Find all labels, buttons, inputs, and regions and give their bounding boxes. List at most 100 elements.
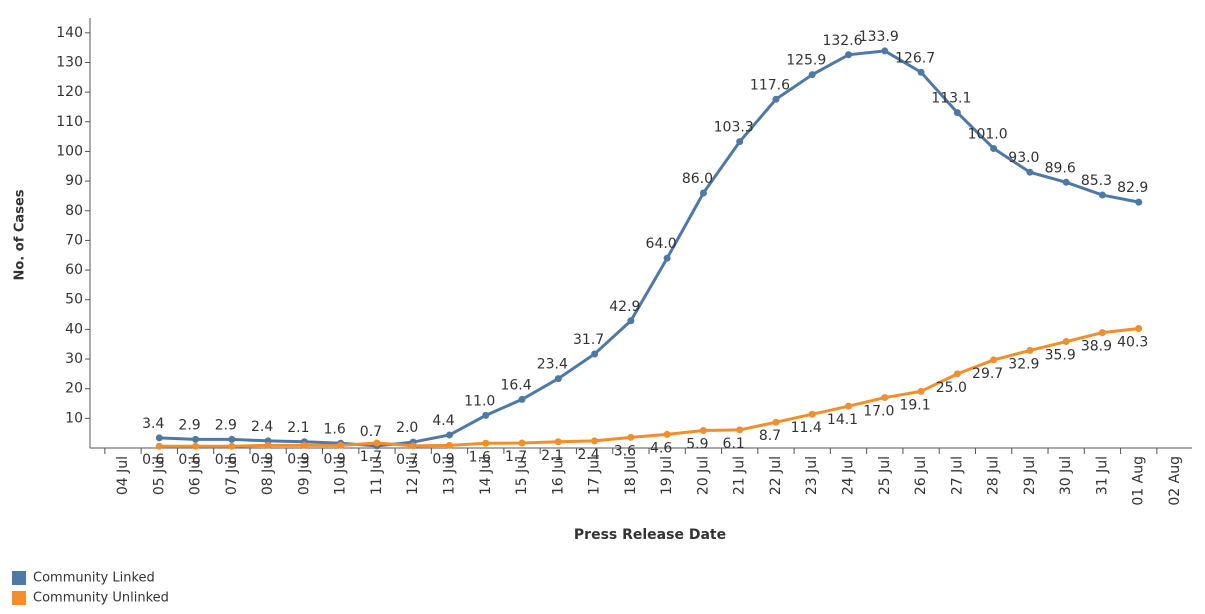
data-label: 2.9: [215, 417, 237, 433]
data-point: [953, 109, 961, 117]
data-point: [627, 317, 635, 325]
y-tick-label: 120: [56, 84, 83, 100]
y-tick-label: 110: [56, 114, 83, 130]
data-label: 11.0: [464, 393, 495, 409]
y-tick-label: 100: [56, 143, 83, 159]
data-label: 11.4: [791, 420, 822, 436]
x-tick-label: 10 Jul: [333, 456, 349, 495]
y-tick-label: 140: [56, 25, 83, 41]
data-point: [881, 394, 889, 402]
data-label: 1.7: [505, 449, 527, 465]
data-label: 8.7: [759, 428, 781, 444]
data-point: [409, 442, 417, 450]
data-point: [917, 387, 925, 395]
y-tick-label: 90: [65, 173, 83, 189]
data-point: [228, 435, 236, 443]
data-point: [808, 71, 816, 79]
data-label: 0.7: [360, 424, 382, 440]
x-tick-label: 31 Jul: [1094, 456, 1110, 495]
legend-swatch: [12, 591, 26, 605]
data-label: 5.9: [686, 437, 708, 453]
data-label: 16.4: [500, 377, 531, 393]
x-axis-title: Press Release Date: [574, 527, 726, 543]
data-label: 0.9: [251, 451, 273, 467]
data-label: 126.7: [895, 50, 935, 66]
legend-label: Community Linked: [33, 571, 155, 586]
data-label: 103.3: [714, 120, 754, 136]
data-point: [1135, 198, 1143, 206]
data-label: 89.6: [1045, 160, 1076, 176]
data-point: [518, 395, 526, 403]
series-line: [159, 49, 1140, 448]
data-point: [699, 427, 707, 435]
data-label: 1.6: [469, 449, 491, 465]
data-point: [192, 442, 200, 450]
data-label: 1.7: [360, 449, 382, 465]
y-tick-label: 10: [65, 410, 83, 426]
x-tick-label: 15 Jul: [514, 456, 530, 495]
data-label: 19.1: [899, 397, 930, 413]
data-point: [1098, 329, 1106, 337]
data-label: 0.9: [324, 451, 346, 467]
data-label: 1.6: [324, 421, 346, 437]
y-tick-label: 30: [65, 351, 83, 367]
x-tick-label: 06 Jul: [188, 456, 204, 495]
data-label: 4.4: [432, 413, 454, 429]
data-point: [591, 350, 599, 358]
data-label: 113.1: [931, 91, 971, 107]
x-tick-label: 16 Jul: [550, 456, 566, 495]
data-label: 2.9: [178, 417, 200, 433]
x-tick-label: 21 Jul: [732, 456, 748, 495]
data-point: [518, 439, 526, 447]
data-label: 0.9: [287, 451, 309, 467]
y-tick-label: 70: [65, 232, 83, 248]
data-point: [554, 375, 562, 383]
data-label: 93.0: [1008, 150, 1039, 166]
data-label: 2.1: [541, 448, 563, 464]
data-point: [736, 138, 744, 146]
data-label: 125.9: [786, 53, 826, 69]
data-label: 23.4: [537, 357, 568, 373]
data-point: [264, 441, 272, 449]
data-label: 132.6: [822, 33, 862, 49]
data-label: 0.6: [215, 452, 237, 468]
data-point: [736, 426, 744, 434]
y-tick-label: 130: [56, 54, 83, 70]
x-tick-label: 01 Aug: [1131, 456, 1147, 506]
data-label: 82.9: [1117, 180, 1148, 196]
data-label: 64.0: [646, 236, 677, 252]
data-point: [881, 47, 889, 55]
data-point: [990, 356, 998, 364]
data-label: 2.0: [396, 420, 418, 436]
data-label: 42.9: [609, 299, 640, 315]
data-label: 3.4: [142, 416, 164, 432]
data-point: [1062, 178, 1070, 186]
data-point: [337, 441, 345, 449]
series-line: [159, 326, 1139, 448]
y-tick-label: 40: [65, 321, 83, 337]
data-label: 29.7: [972, 366, 1003, 382]
data-label: 101.0: [968, 126, 1008, 142]
data-point: [627, 433, 635, 441]
data-label: 133.9: [859, 29, 899, 45]
data-label: 0.6: [178, 452, 200, 468]
x-tick-label: 27 Jul: [949, 456, 965, 495]
data-point: [845, 51, 853, 59]
x-tick-label: 18 Jul: [623, 456, 639, 495]
data-point: [1135, 324, 1143, 332]
data-point: [445, 441, 453, 449]
data-point: [663, 430, 671, 438]
x-tick-label: 19 Jul: [659, 456, 675, 495]
data-label: 6.1: [723, 436, 745, 452]
data-label: 35.9: [1045, 348, 1076, 364]
data-point: [1026, 168, 1034, 176]
data-label: 0.6: [142, 452, 164, 468]
x-tick-label: 07 Jul: [224, 456, 240, 495]
data-point: [953, 370, 961, 378]
data-label: 32.9: [1008, 356, 1039, 372]
data-label: 40.3: [1117, 334, 1148, 350]
x-tick-label: 11 Jul: [369, 456, 385, 495]
y-tick-label: 80: [65, 203, 83, 219]
data-point: [155, 434, 163, 442]
